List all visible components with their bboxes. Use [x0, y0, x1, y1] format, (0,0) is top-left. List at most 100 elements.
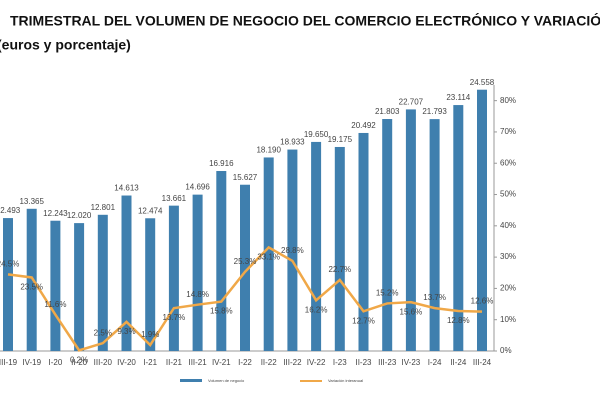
legend-label: Volumen de negocio	[208, 378, 245, 383]
line-label: 0.2%	[70, 355, 88, 364]
bar	[216, 171, 227, 351]
x-tick-label: IV-22	[307, 358, 326, 367]
bar	[263, 157, 274, 351]
y2-tick-label: 20%	[500, 284, 516, 293]
y2-tick-label: 50%	[500, 190, 516, 199]
x-tick-label: IV-19	[22, 358, 41, 367]
line-label: 16.2%	[305, 305, 328, 314]
line-label: 15.8%	[210, 307, 233, 316]
bar	[3, 218, 13, 351]
bar-label: 21.803	[375, 107, 400, 116]
bar-label: 19.175	[328, 135, 353, 144]
y2-tick-label: 70%	[500, 127, 516, 136]
x-tick-label: II-22	[261, 358, 278, 367]
line-label: 2.5%	[94, 328, 112, 337]
bar-label: 12.474	[138, 206, 163, 215]
bar	[477, 89, 487, 351]
chart-subtitle: (euros y porcentaje)	[0, 37, 131, 53]
bar	[50, 220, 61, 351]
y2-tick-label: 30%	[500, 252, 516, 261]
bar	[453, 105, 464, 351]
x-tick-label: I-23	[333, 358, 347, 367]
line-label: 22.7%	[328, 265, 351, 274]
x-tick-label: I-20	[49, 358, 63, 367]
bar-label: 24.558	[470, 78, 495, 87]
bar-label: 14.696	[185, 183, 210, 192]
line-label: 33.1%	[257, 253, 280, 262]
y2-tick-label: 10%	[500, 315, 516, 324]
bar-label: 15.627	[233, 173, 258, 182]
bar-label: 18.190	[256, 146, 281, 155]
x-tick-label: III-24	[473, 358, 492, 367]
line-label: 13.7%	[163, 313, 186, 322]
x-tick-label: IV-23	[402, 358, 421, 367]
line-label: 14.8%	[186, 290, 209, 299]
line-label: 12.7%	[352, 316, 375, 325]
line-label: 15.6%	[400, 307, 423, 316]
bar	[334, 146, 345, 351]
bar-label: 19.650	[304, 130, 329, 139]
bar-label: 18.933	[280, 138, 305, 147]
x-tick-label: I-24	[428, 358, 442, 367]
bar	[358, 132, 369, 351]
bar-label: 21.793	[422, 107, 447, 116]
bar	[121, 195, 132, 351]
x-tick-label: III-22	[283, 358, 302, 367]
line-label: 12.8%	[447, 316, 470, 325]
bar	[429, 119, 440, 351]
line-label: 13.7%	[423, 293, 446, 302]
y2-tick-label: 40%	[500, 221, 516, 230]
x-tick-label: IV-21	[212, 358, 231, 367]
x-tick-label: III-21	[188, 358, 207, 367]
bar-label: 13.365	[19, 197, 44, 206]
bar-label: 12.493	[0, 206, 21, 215]
bar	[26, 208, 37, 351]
line-label: 9.3%	[117, 327, 135, 336]
y2-tick-label: 80%	[500, 96, 516, 105]
line	[7, 245, 483, 352]
x-tick-label: II-24	[450, 358, 467, 367]
x-tick-label: II-21	[166, 358, 183, 367]
x-tick-label: I-21	[143, 358, 157, 367]
bar	[287, 149, 298, 351]
bar-label: 14.613	[114, 184, 139, 193]
bar	[405, 109, 416, 351]
legend-label: Variación interanual	[328, 378, 363, 383]
bar	[311, 141, 322, 351]
line-label: 23.5%	[20, 283, 43, 292]
line-label: 11.6%	[44, 300, 66, 309]
bar-label: 12.243	[43, 209, 68, 218]
bar	[382, 119, 393, 351]
bar-label: 12.020	[67, 211, 92, 220]
line-label: 15.2%	[376, 289, 399, 298]
bar	[145, 218, 156, 351]
bar-label: 20.492	[351, 121, 376, 130]
x-tick-label: II-23	[355, 358, 372, 367]
y2-tick-label: 0%	[500, 346, 512, 355]
bar-label: 12.801	[91, 203, 116, 212]
x-tick-label: III-23	[378, 358, 397, 367]
bar-label: 13.661	[162, 194, 187, 203]
bar-label: 22.707	[399, 98, 424, 107]
line-label: 1.9%	[141, 330, 159, 339]
bar-label: 23.114	[446, 93, 470, 102]
y2-tick-label: 60%	[500, 158, 516, 167]
x-tick-label: II-20	[71, 358, 88, 367]
x-tick-label: I-22	[238, 358, 252, 367]
line-label: 25.3%	[234, 257, 257, 266]
line-label: 28.8%	[281, 246, 304, 255]
legend-swatch	[180, 379, 202, 382]
bar-label: 16.916	[209, 159, 234, 168]
bar	[168, 205, 179, 351]
x-tick-label: III-20	[94, 358, 113, 367]
x-tick-label: III-19	[0, 358, 18, 367]
x-tick-label: IV-20	[117, 358, 136, 367]
bar	[192, 194, 203, 351]
line-label: 12.6%	[471, 297, 494, 306]
chart-title: TRIMESTRAL DEL VOLUMEN DE NEGOCIO DEL CO…	[10, 12, 600, 29]
bar	[240, 184, 250, 351]
bar	[97, 214, 108, 351]
bar	[74, 223, 85, 351]
line-label: 24.5%	[0, 259, 19, 268]
